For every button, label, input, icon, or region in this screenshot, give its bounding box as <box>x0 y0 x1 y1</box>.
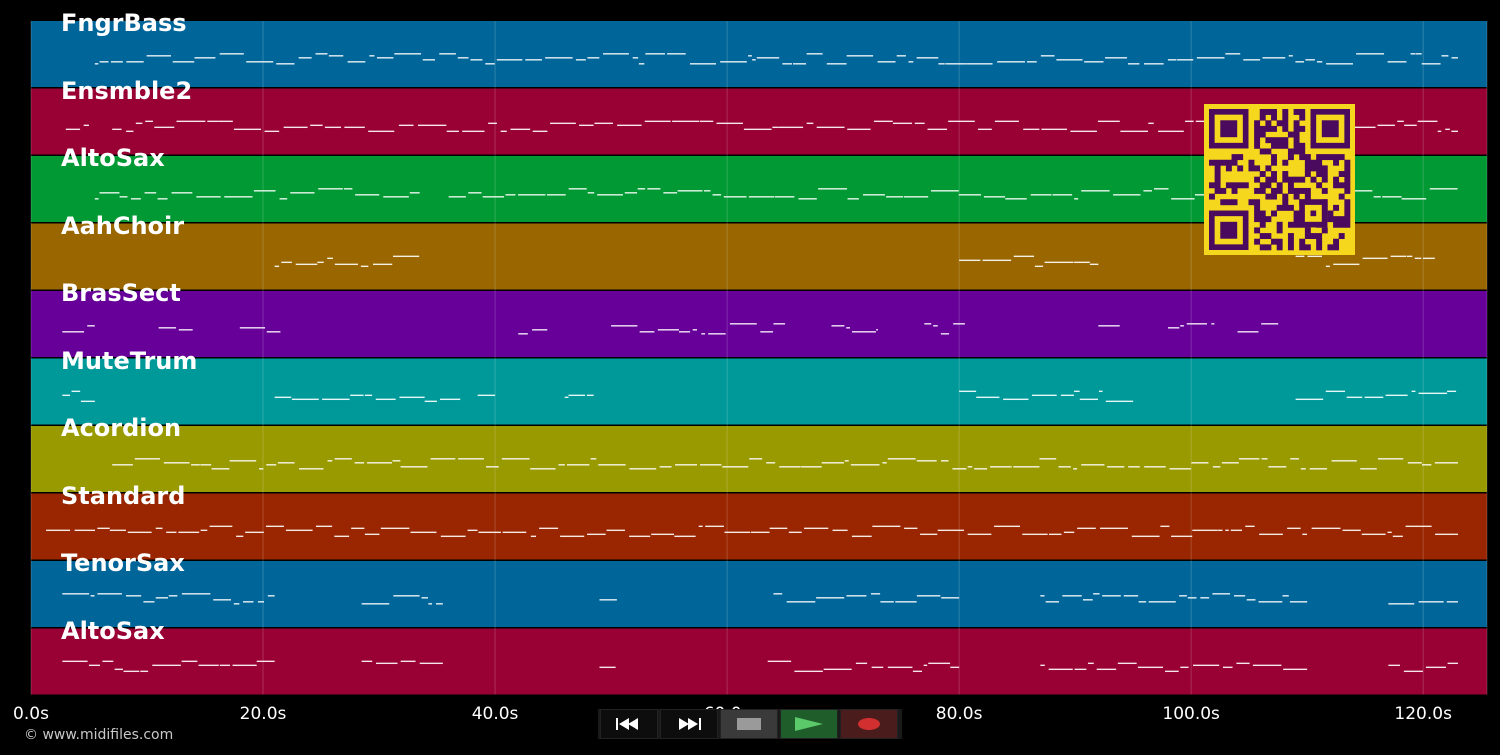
fast-forward-button[interactable] <box>660 709 718 739</box>
track-notes <box>274 255 1435 268</box>
play-button[interactable] <box>780 709 838 739</box>
time-tick-label: 100.0s <box>1162 704 1220 724</box>
time-tick-label: 40.0s <box>471 704 519 724</box>
track-notes <box>112 458 1458 470</box>
track-notes <box>62 660 1458 673</box>
track-label: FngrBass <box>61 9 187 37</box>
track-label: Ensmble2 <box>61 76 193 105</box>
stop-button[interactable] <box>720 709 778 739</box>
time-tick-label: 120.0s <box>1394 704 1452 724</box>
play-icon <box>795 717 823 731</box>
fast-forward-icon <box>679 718 701 730</box>
track-label: AltoSax <box>61 616 165 645</box>
time-tick-label: 80.0s <box>935 704 983 724</box>
track-lane <box>31 358 1487 425</box>
track-label: MuteTrum <box>61 346 198 375</box>
time-tick-label: 0.0s <box>13 704 49 724</box>
rewind-button[interactable] <box>600 709 658 739</box>
transport-controls <box>598 709 902 739</box>
track-label: Acordion <box>61 414 182 442</box>
time-tick-label: 20.0s <box>239 704 287 724</box>
track-lane <box>31 493 1487 560</box>
qr-code-icon <box>1204 104 1355 255</box>
track-label: BrasSect <box>61 279 181 307</box>
track-notes <box>62 323 1279 335</box>
track-notes <box>62 390 1457 403</box>
track-label: AahChoir <box>61 211 185 240</box>
record-icon <box>858 718 880 730</box>
track-lane <box>31 291 1487 357</box>
track-lane <box>31 628 1487 695</box>
rewind-icon <box>616 718 638 730</box>
track-lane <box>31 561 1487 627</box>
track-label: Standard <box>61 481 186 510</box>
track-notes <box>94 53 1458 65</box>
track-notes <box>62 593 1458 605</box>
copyright-text: © www.midifiles.com <box>24 727 174 743</box>
record-button[interactable] <box>840 709 898 739</box>
stop-icon <box>737 718 761 730</box>
track-label: TenorSax <box>61 549 185 577</box>
track-lane <box>31 21 1487 87</box>
track-label: AltoSax <box>61 144 165 172</box>
track-notes <box>46 525 1458 538</box>
